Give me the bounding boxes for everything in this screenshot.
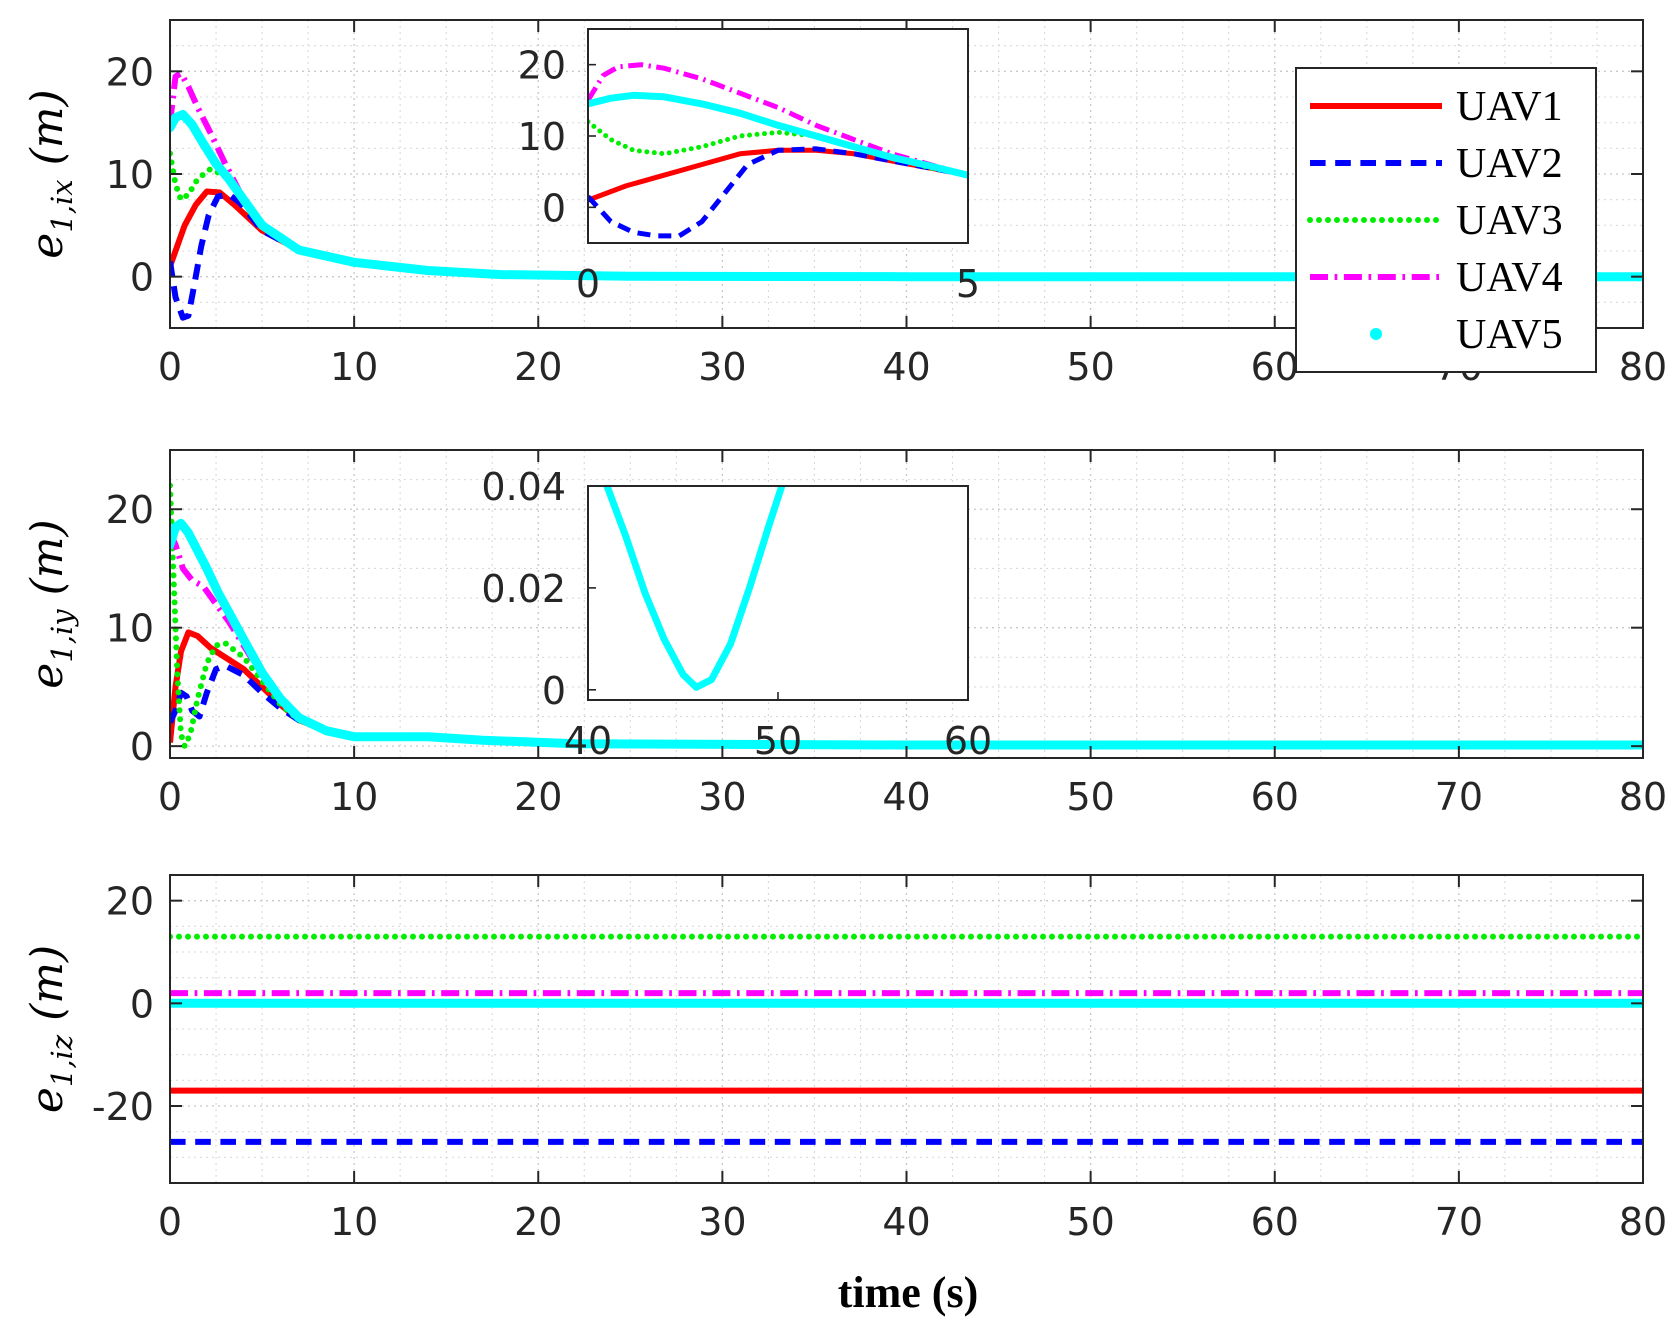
legend-label: UAV4	[1456, 255, 1563, 301]
x-tick-label: 50	[1066, 775, 1114, 819]
y-axis-label-unit: (m)	[22, 519, 73, 609]
legend-label: UAV5	[1456, 312, 1563, 358]
x-tick-label: 50	[1066, 345, 1114, 389]
y-axis-label-subscript: 1,iy	[45, 609, 79, 663]
series-group	[170, 933, 1643, 1145]
inset-x-tick-label: 5	[956, 262, 980, 306]
series-uav5	[170, 110, 1643, 282]
x-tick-label: 30	[698, 1200, 746, 1244]
x-tick-label: 10	[330, 1200, 378, 1244]
inset-x-tick-label: 50	[754, 719, 802, 763]
inset-x-tick-label: 40	[564, 719, 612, 763]
x-tick-label: 40	[882, 1200, 930, 1244]
x-tick-label: 80	[1619, 345, 1667, 389]
inset-y-tick-label: 0	[542, 669, 566, 713]
inset-y-tick-label: 10	[518, 115, 566, 159]
inset-series-uav2	[588, 146, 968, 239]
x-tick-label: 10	[330, 775, 378, 819]
y-tick-label: 10	[106, 607, 154, 651]
x-tick-label: 20	[514, 345, 562, 389]
inset-y-tick-label: 20	[518, 44, 566, 88]
panel-y: 0 10 20 30 40 50 60 70 80 0 10 20 e1,iy (m) 40 50 60 0 0.…	[22, 449, 1667, 819]
y-axis-label: e1,ix (m)	[22, 89, 79, 258]
x-tick-label: 80	[1619, 775, 1667, 819]
y-tick-label: 0	[130, 725, 154, 769]
x-tick-label: 30	[698, 775, 746, 819]
axes-background	[170, 875, 1643, 1183]
legend: UAV1 UAV2 UAV3 UAV4 UAV5	[1295, 67, 1597, 373]
inset-series-uav5	[588, 91, 968, 179]
series-uav5	[170, 518, 1643, 750]
x-tick-label: 60	[1251, 775, 1299, 819]
inset-series-group	[603, 486, 786, 691]
x-tick-label: 20	[514, 1200, 562, 1244]
y-tick-label: -20	[92, 1085, 154, 1129]
legend-marker	[1370, 328, 1382, 340]
y-axis-label-base: e	[22, 663, 73, 689]
x-tick-label: 0	[158, 775, 182, 819]
inset-background	[588, 29, 968, 243]
y-tick-label: 0	[130, 256, 154, 300]
x-tick-label: 0	[158, 345, 182, 389]
series-group	[170, 70, 1643, 321]
panel-z: 0 10 20 30 40 50 60 70 80 -20 0 20 e1,iz (m)	[22, 874, 1667, 1244]
inset-series-uav4	[588, 62, 968, 178]
y-tick-label: 20	[106, 50, 154, 94]
legend-item-uav2: UAV2	[1310, 141, 1563, 187]
x-tick-label: 50	[1066, 1200, 1114, 1244]
y-axis-label: e1,iy (m)	[22, 519, 79, 688]
legend-item-uav1: UAV1	[1310, 84, 1563, 130]
legend-item-uav3: UAV3	[1307, 198, 1563, 244]
x-tick-label: 0	[158, 1200, 182, 1244]
series-group	[170, 482, 1643, 750]
y-axis-label-base: e	[22, 1087, 73, 1113]
inset-x-tick-label: 0	[576, 262, 600, 306]
legend-item-uav4: UAV4	[1310, 255, 1563, 301]
x-tick-label: 60	[1251, 1200, 1299, 1244]
inset-x: 0 5 0 10 20	[518, 28, 980, 306]
y-axis-label-unit: (m)	[22, 945, 73, 1035]
legend-label: UAV3	[1456, 198, 1563, 244]
x-tick-label: 40	[882, 345, 930, 389]
x-tick-label: 20	[514, 775, 562, 819]
x-tick-label: 70	[1435, 775, 1483, 819]
inset-background	[588, 486, 968, 700]
inset-y-tick-label: 0.04	[481, 465, 566, 509]
inset-y-tick-label: 0.02	[481, 567, 566, 611]
x-tick-label: 70	[1435, 1200, 1483, 1244]
inset-series-uav5	[603, 486, 786, 691]
y-tick-label: 20	[106, 488, 154, 532]
x-axis-label: time (s)	[838, 1268, 979, 1317]
y-axis-label-subscript: 1,ix	[45, 179, 79, 232]
legend-item-uav5: UAV5	[1370, 312, 1563, 358]
y-tick-label: 10	[106, 153, 154, 197]
x-tick-label: 40	[882, 775, 930, 819]
inset-y-tick-label: 0	[542, 186, 566, 230]
inset-y: 40 50 60 0 0.02 0.04	[481, 465, 992, 763]
x-tick-label: 10	[330, 345, 378, 389]
series-uav3	[170, 482, 1643, 750]
y-axis-label: e1,iz (m)	[22, 945, 79, 1113]
legend-label: UAV2	[1456, 141, 1563, 187]
y-axis-label-base: e	[22, 233, 73, 259]
y-axis-label-subscript: 1,iz	[45, 1034, 79, 1087]
y-tick-label: 0	[130, 982, 154, 1026]
x-tick-label: 60	[1251, 345, 1299, 389]
y-tick-label: 20	[106, 880, 154, 924]
x-tick-label: 80	[1619, 1200, 1667, 1244]
x-tick-label: 30	[698, 345, 746, 389]
inset-x-tick-label: 60	[944, 719, 992, 763]
inset-series-group	[588, 62, 968, 239]
legend-label: UAV1	[1456, 84, 1563, 130]
y-axis-label-unit: (m)	[22, 89, 73, 179]
